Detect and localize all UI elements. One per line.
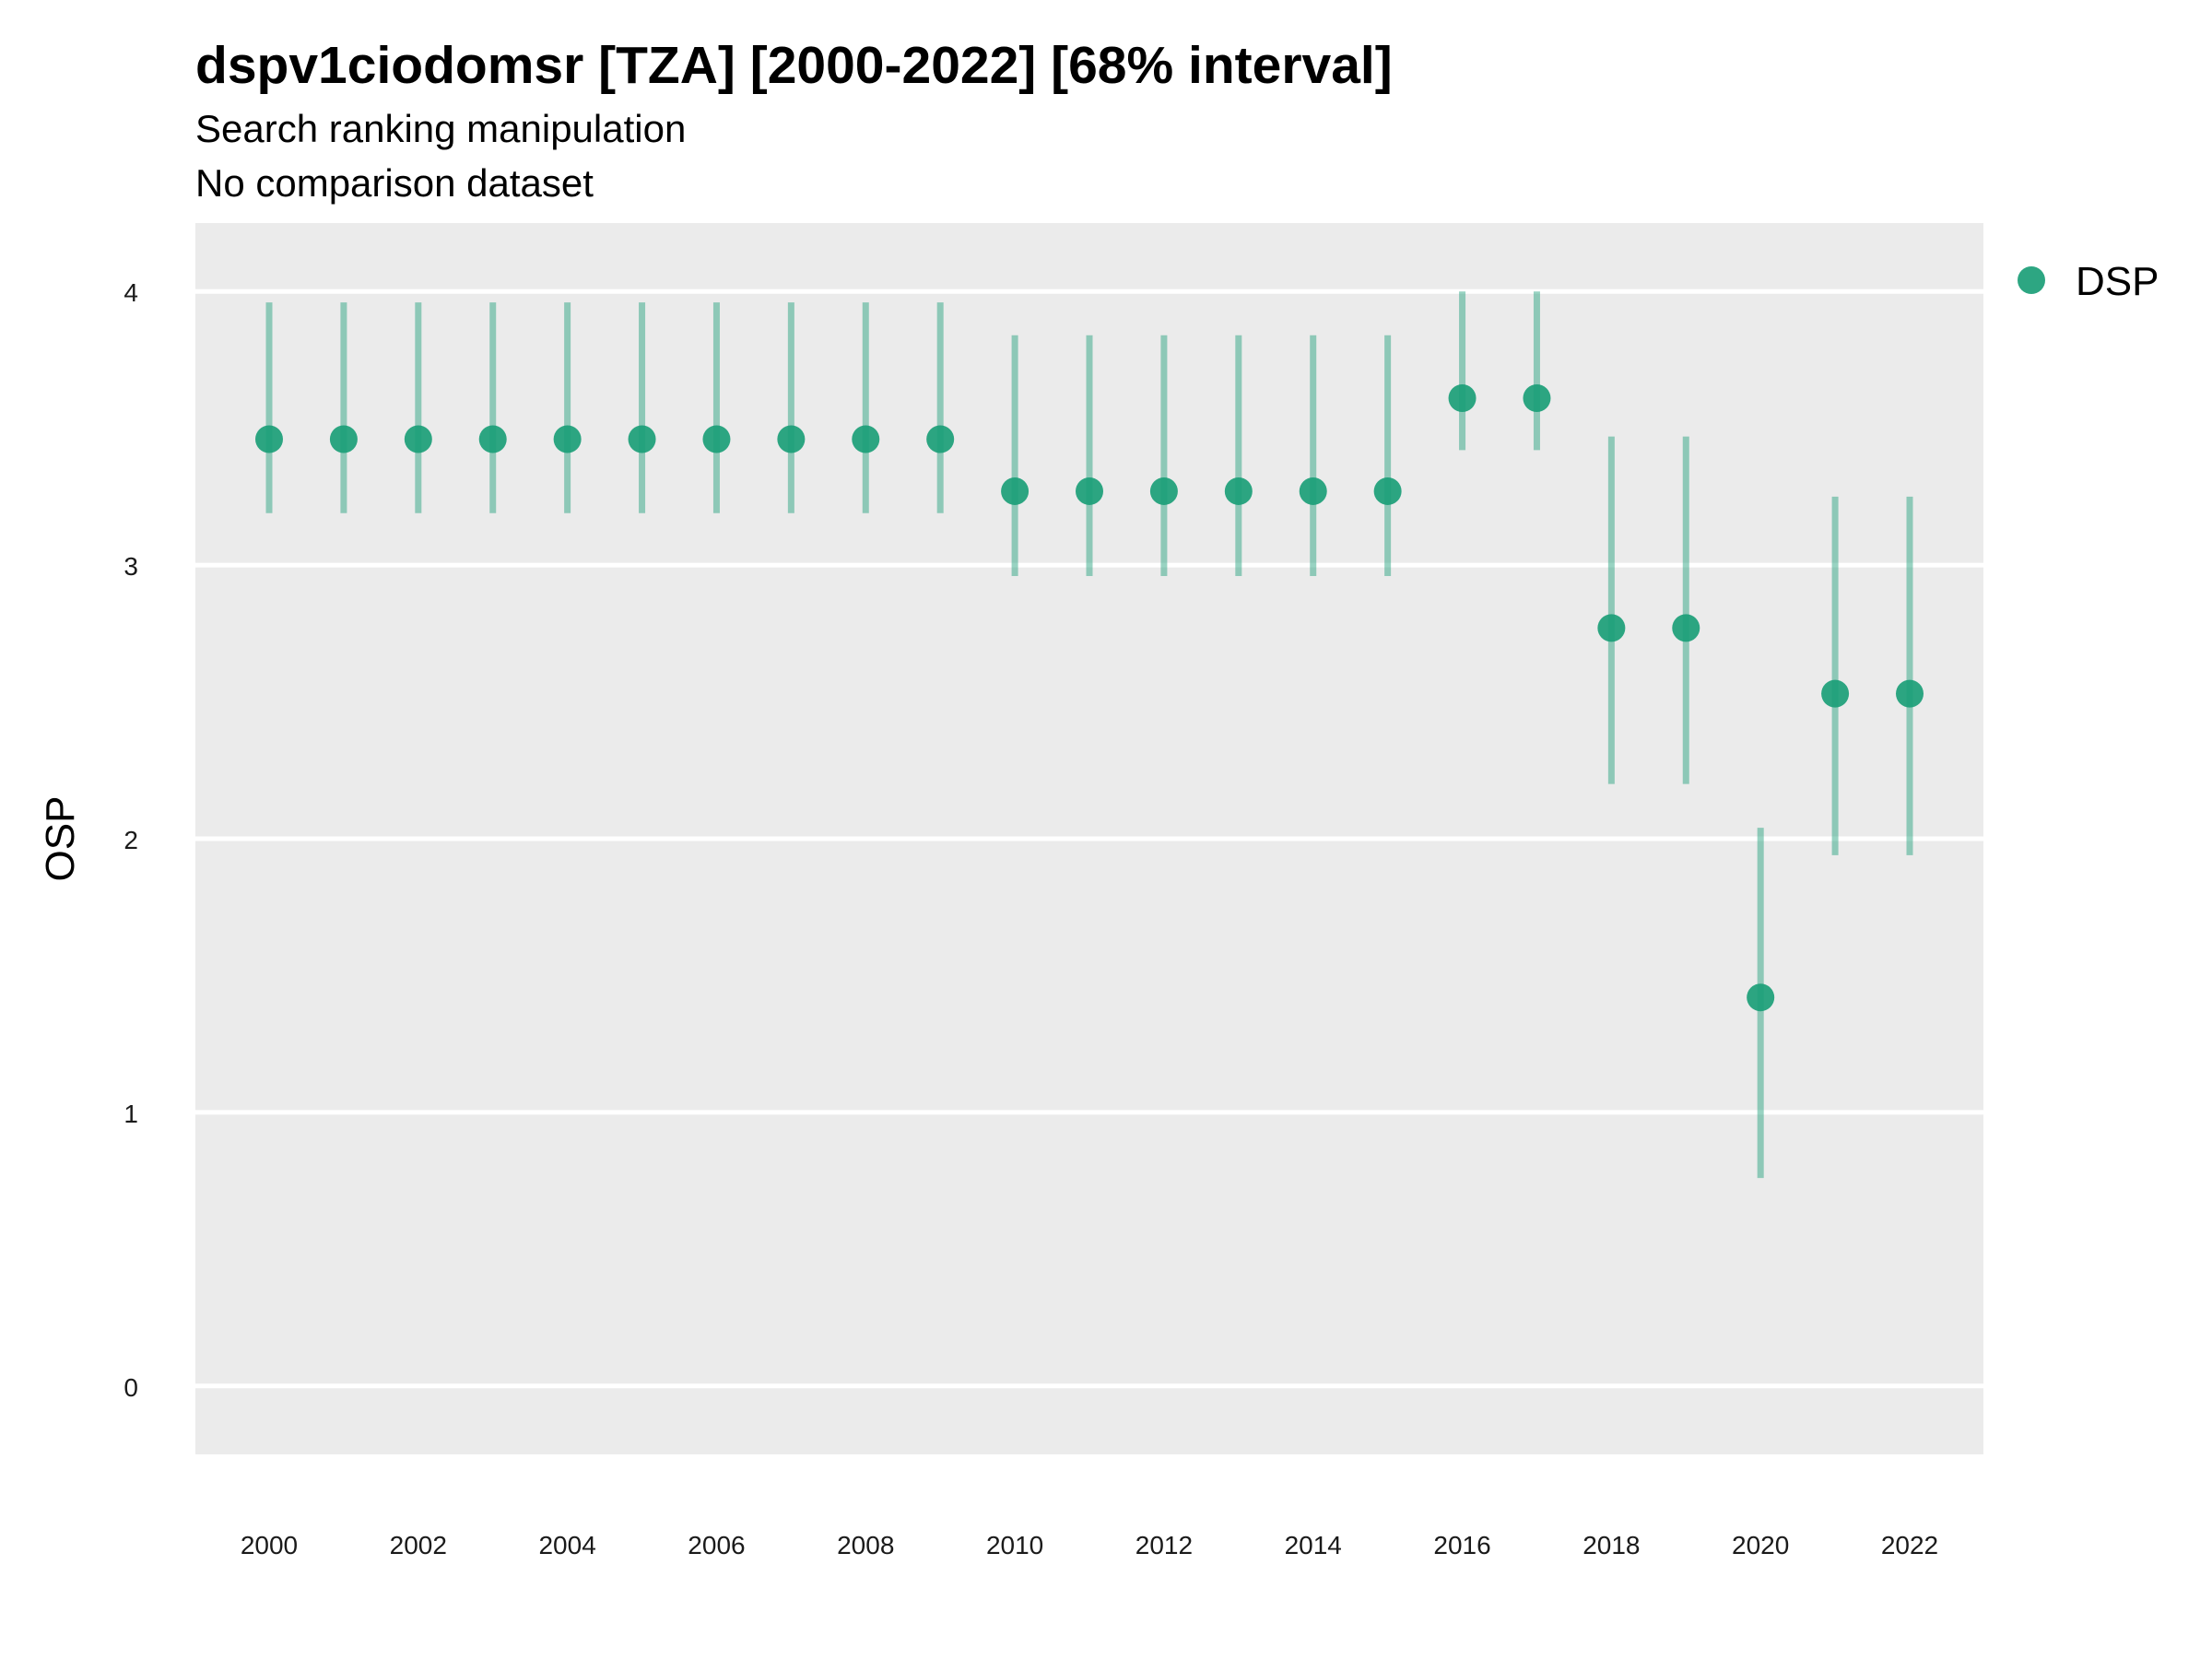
y-tick-label-1: 1 — [124, 1100, 138, 1128]
data-point-2016 — [1448, 384, 1477, 413]
chart-caption: No comparison dataset — [195, 161, 594, 205]
x-tick-label-2016: 2016 — [1433, 1531, 1490, 1559]
data-point-2018 — [1597, 614, 1626, 642]
data-point-2004 — [553, 425, 582, 453]
data-point-2013 — [1224, 477, 1253, 505]
data-point-2002 — [404, 425, 432, 453]
y-tick-label-0: 0 — [124, 1373, 138, 1402]
gridlines — [195, 288, 1983, 1389]
data-point-2003 — [478, 425, 507, 453]
x-tick-label-2014: 2014 — [1285, 1531, 1342, 1559]
y-tick-labels: 0 1 2 3 4 — [124, 278, 138, 1402]
data-point-2008 — [852, 425, 880, 453]
x-tick-label-2002: 2002 — [390, 1531, 447, 1559]
data-point-2007 — [777, 425, 806, 453]
y-tick-label-4: 4 — [124, 278, 138, 307]
x-tick-label-2012: 2012 — [1135, 1531, 1193, 1559]
y-tick-label-2: 2 — [124, 826, 138, 854]
data-point-2017 — [1523, 384, 1551, 413]
data-points — [255, 384, 1924, 1012]
data-point-2015 — [1373, 477, 1402, 505]
x-tick-label-2022: 2022 — [1881, 1531, 1938, 1559]
legend-swatch-dsp — [2018, 266, 2045, 294]
data-point-2009 — [926, 425, 955, 453]
chart-subtitle: Search ranking manipulation — [195, 107, 687, 150]
x-tick-label-2010: 2010 — [986, 1531, 1043, 1559]
data-point-2022 — [1896, 679, 1924, 708]
data-point-2019 — [1672, 614, 1700, 642]
x-tick-label-2018: 2018 — [1583, 1531, 1640, 1559]
legend-label-dsp: DSP — [2076, 259, 2159, 304]
y-axis-label: OSP — [38, 796, 83, 882]
chart-title: dspv1ciodomsr [TZA] [2000-2022] [68% int… — [195, 36, 1393, 95]
x-tick-labels: 2000 2002 2004 2006 2008 2010 2012 2014 2016 2018… — [241, 1531, 1938, 1559]
x-tick-label-2006: 2006 — [688, 1531, 745, 1559]
x-tick-label-2000: 2000 — [241, 1531, 298, 1559]
data-point-2021 — [1821, 679, 1850, 708]
data-point-2014 — [1299, 477, 1327, 505]
x-tick-label-2004: 2004 — [538, 1531, 595, 1559]
x-tick-label-2020: 2020 — [1732, 1531, 1789, 1559]
data-point-2005 — [628, 425, 656, 453]
data-point-2001 — [329, 425, 358, 453]
data-point-2006 — [702, 425, 731, 453]
x-tick-label-2008: 2008 — [837, 1531, 894, 1559]
y-tick-label-3: 3 — [124, 552, 138, 581]
data-point-2012 — [1149, 477, 1178, 505]
data-point-2020 — [1747, 983, 1775, 1012]
legend: DSP — [2018, 259, 2159, 304]
interval-bars — [265, 291, 1913, 1179]
data-point-2011 — [1076, 477, 1103, 505]
data-point-2010 — [1001, 477, 1030, 505]
data-point-2000 — [255, 425, 283, 453]
